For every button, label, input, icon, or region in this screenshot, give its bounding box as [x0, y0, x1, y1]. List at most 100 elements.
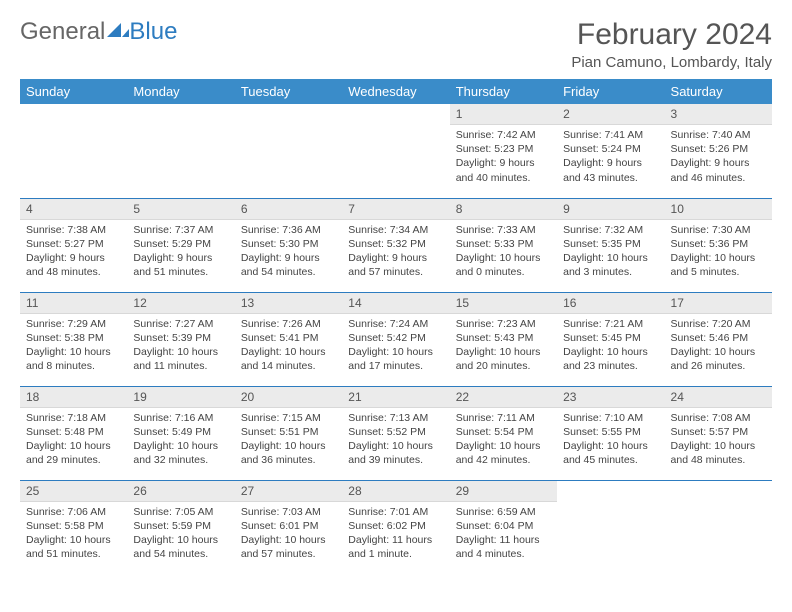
day-data: Sunrise: 7:30 AMSunset: 5:36 PMDaylight:… — [665, 220, 772, 284]
day-number: 12 — [127, 293, 234, 314]
daylight-text: Daylight: 9 hours and 43 minutes. — [563, 156, 658, 184]
daylight-text: Daylight: 10 hours and 3 minutes. — [563, 251, 658, 279]
day-data: Sunrise: 7:01 AMSunset: 6:02 PMDaylight:… — [342, 502, 449, 566]
day-number: 18 — [20, 387, 127, 408]
empty-day — [127, 104, 234, 126]
sunrise-text: Sunrise: 7:30 AM — [671, 223, 766, 237]
weekday-header: Saturday — [665, 79, 772, 104]
calendar-week-row: 4Sunrise: 7:38 AMSunset: 5:27 PMDaylight… — [20, 198, 772, 292]
sunset-text: Sunset: 5:57 PM — [671, 425, 766, 439]
sunset-text: Sunset: 5:33 PM — [456, 237, 551, 251]
day-data: Sunrise: 7:18 AMSunset: 5:48 PMDaylight:… — [20, 408, 127, 472]
logo-sail-icon — [107, 18, 129, 46]
logo: General Blue — [20, 18, 177, 46]
daylight-text: Daylight: 10 hours and 14 minutes. — [241, 345, 336, 373]
day-data: Sunrise: 7:13 AMSunset: 5:52 PMDaylight:… — [342, 408, 449, 472]
sunset-text: Sunset: 5:41 PM — [241, 331, 336, 345]
calendar-day-cell: 5Sunrise: 7:37 AMSunset: 5:29 PMDaylight… — [127, 198, 234, 292]
calendar-week-row: 11Sunrise: 7:29 AMSunset: 5:38 PMDayligh… — [20, 292, 772, 386]
day-data: Sunrise: 7:41 AMSunset: 5:24 PMDaylight:… — [557, 125, 664, 189]
sunset-text: Sunset: 5:39 PM — [133, 331, 228, 345]
daylight-text: Daylight: 9 hours and 40 minutes. — [456, 156, 551, 184]
calendar-week-row: 1Sunrise: 7:42 AMSunset: 5:23 PMDaylight… — [20, 104, 772, 198]
empty-day — [557, 481, 664, 503]
sunrise-text: Sunrise: 7:03 AM — [241, 505, 336, 519]
day-data: Sunrise: 7:10 AMSunset: 5:55 PMDaylight:… — [557, 408, 664, 472]
empty-day — [20, 104, 127, 126]
sunrise-text: Sunrise: 7:16 AM — [133, 411, 228, 425]
day-number: 2 — [557, 104, 664, 125]
daylight-text: Daylight: 10 hours and 29 minutes. — [26, 439, 121, 467]
sunrise-text: Sunrise: 7:38 AM — [26, 223, 121, 237]
calendar-day-cell: 3Sunrise: 7:40 AMSunset: 5:26 PMDaylight… — [665, 104, 772, 198]
day-data: Sunrise: 7:23 AMSunset: 5:43 PMDaylight:… — [450, 314, 557, 378]
day-number: 23 — [557, 387, 664, 408]
calendar-day-cell: 14Sunrise: 7:24 AMSunset: 5:42 PMDayligh… — [342, 292, 449, 386]
daylight-text: Daylight: 9 hours and 46 minutes. — [671, 156, 766, 184]
day-number: 24 — [665, 387, 772, 408]
day-number: 16 — [557, 293, 664, 314]
sunrise-text: Sunrise: 7:05 AM — [133, 505, 228, 519]
day-data: Sunrise: 7:27 AMSunset: 5:39 PMDaylight:… — [127, 314, 234, 378]
weekday-header: Tuesday — [235, 79, 342, 104]
sunset-text: Sunset: 5:32 PM — [348, 237, 443, 251]
day-number: 6 — [235, 199, 342, 220]
day-number: 14 — [342, 293, 449, 314]
weekday-header: Thursday — [450, 79, 557, 104]
calendar-day-cell: 28Sunrise: 7:01 AMSunset: 6:02 PMDayligh… — [342, 480, 449, 574]
calendar-day-cell — [127, 104, 234, 198]
calendar-day-cell: 29Sunrise: 6:59 AMSunset: 6:04 PMDayligh… — [450, 480, 557, 574]
calendar-day-cell: 19Sunrise: 7:16 AMSunset: 5:49 PMDayligh… — [127, 386, 234, 480]
day-data: Sunrise: 7:29 AMSunset: 5:38 PMDaylight:… — [20, 314, 127, 378]
calendar-table: Sunday Monday Tuesday Wednesday Thursday… — [20, 79, 772, 574]
sunrise-text: Sunrise: 7:32 AM — [563, 223, 658, 237]
sunset-text: Sunset: 5:51 PM — [241, 425, 336, 439]
daylight-text: Daylight: 9 hours and 57 minutes. — [348, 251, 443, 279]
sunset-text: Sunset: 5:29 PM — [133, 237, 228, 251]
location: Pian Camuno, Lombardy, Italy — [571, 54, 772, 71]
sunrise-text: Sunrise: 7:29 AM — [26, 317, 121, 331]
sunrise-text: Sunrise: 7:27 AM — [133, 317, 228, 331]
calendar-day-cell: 26Sunrise: 7:05 AMSunset: 5:59 PMDayligh… — [127, 480, 234, 574]
calendar-day-cell: 6Sunrise: 7:36 AMSunset: 5:30 PMDaylight… — [235, 198, 342, 292]
sunrise-text: Sunrise: 7:42 AM — [456, 128, 551, 142]
daylight-text: Daylight: 10 hours and 17 minutes. — [348, 345, 443, 373]
day-number: 26 — [127, 481, 234, 502]
daylight-text: Daylight: 10 hours and 11 minutes. — [133, 345, 228, 373]
calendar-day-cell: 9 Sunrise: 7:32 AMSunset: 5:35 PMDaylight… — [557, 198, 664, 292]
day-data: Sunrise: 7:26 AMSunset: 5:41 PMDaylight:… — [235, 314, 342, 378]
sunset-text: Sunset: 5:46 PM — [671, 331, 766, 345]
weekday-header: Monday — [127, 79, 234, 104]
weekday-header: Friday — [557, 79, 664, 104]
empty-day — [342, 104, 449, 126]
sunset-text: Sunset: 5:27 PM — [26, 237, 121, 251]
daylight-text: Daylight: 10 hours and 23 minutes. — [563, 345, 658, 373]
calendar-day-cell: 11Sunrise: 7:29 AMSunset: 5:38 PMDayligh… — [20, 292, 127, 386]
sunrise-text: Sunrise: 6:59 AM — [456, 505, 551, 519]
page-header: General Blue February 2024 Pian Camuno, … — [20, 18, 772, 71]
sunset-text: Sunset: 5:45 PM — [563, 331, 658, 345]
day-data: Sunrise: 7:33 AMSunset: 5:33 PMDaylight:… — [450, 220, 557, 284]
sunrise-text: Sunrise: 7:08 AM — [671, 411, 766, 425]
day-data: Sunrise: 7:42 AMSunset: 5:23 PMDaylight:… — [450, 125, 557, 189]
day-data: Sunrise: 7:40 AMSunset: 5:26 PMDaylight:… — [665, 125, 772, 189]
sunset-text: Sunset: 5:26 PM — [671, 142, 766, 156]
calendar-day-cell — [342, 104, 449, 198]
daylight-text: Daylight: 10 hours and 45 minutes. — [563, 439, 658, 467]
sunrise-text: Sunrise: 7:36 AM — [241, 223, 336, 237]
sunset-text: Sunset: 5:43 PM — [456, 331, 551, 345]
sunset-text: Sunset: 5:24 PM — [563, 142, 658, 156]
daylight-text: Daylight: 10 hours and 5 minutes. — [671, 251, 766, 279]
day-data: Sunrise: 7:08 AMSunset: 5:57 PMDaylight:… — [665, 408, 772, 472]
calendar-day-cell: 10Sunrise: 7:30 AMSunset: 5:36 PMDayligh… — [665, 198, 772, 292]
calendar-day-cell: 21Sunrise: 7:13 AMSunset: 5:52 PMDayligh… — [342, 386, 449, 480]
day-number: 5 — [127, 199, 234, 220]
day-number: 9 — [557, 199, 664, 220]
sunset-text: Sunset: 5:35 PM — [563, 237, 658, 251]
weekday-header-row: Sunday Monday Tuesday Wednesday Thursday… — [20, 79, 772, 104]
sunset-text: Sunset: 5:23 PM — [456, 142, 551, 156]
day-data: Sunrise: 7:11 AMSunset: 5:54 PMDaylight:… — [450, 408, 557, 472]
daylight-text: Daylight: 9 hours and 51 minutes. — [133, 251, 228, 279]
daylight-text: Daylight: 10 hours and 8 minutes. — [26, 345, 121, 373]
day-number: 1 — [450, 104, 557, 125]
